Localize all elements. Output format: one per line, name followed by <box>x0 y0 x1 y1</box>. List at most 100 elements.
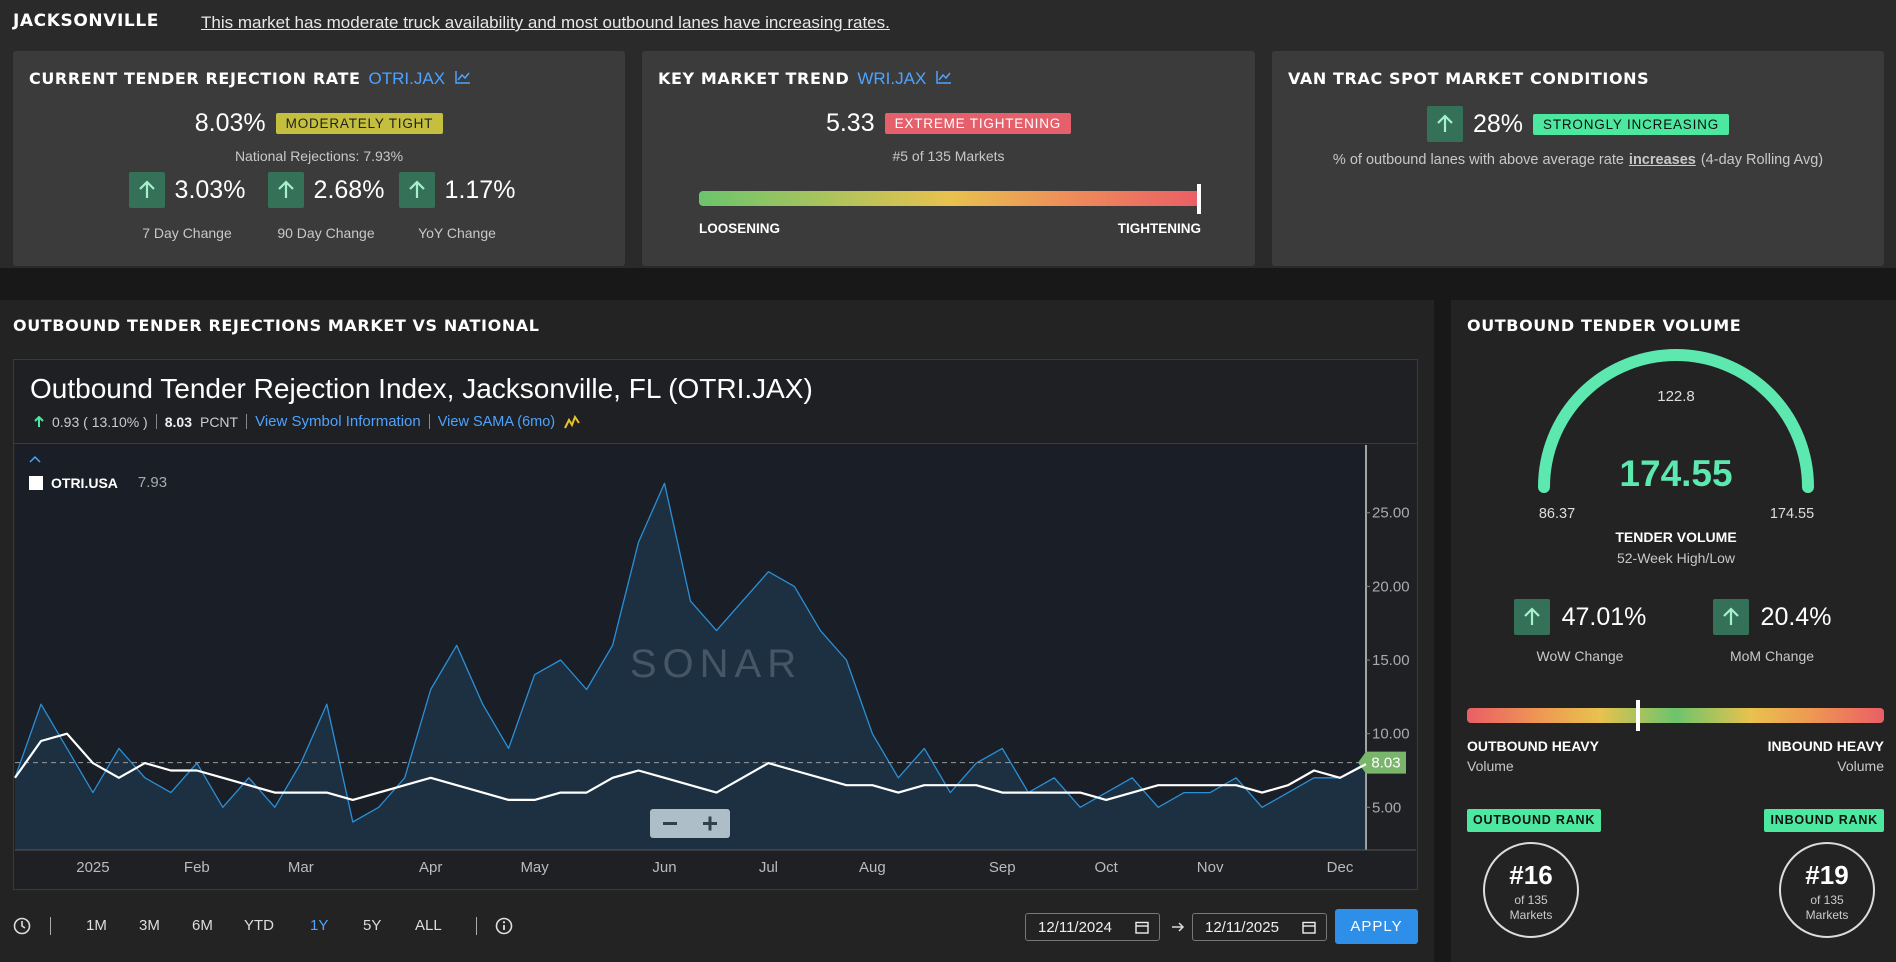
description: % of outbound lanes with above average r… <box>1272 152 1884 168</box>
change-value: 20.4% <box>1760 602 1832 631</box>
value: 28% <box>1472 109 1524 138</box>
change: 3.03% 7 Day Change <box>102 172 272 241</box>
change: 1.17% YoY Change <box>372 172 542 241</box>
symbol-link[interactable]: OTRI.JAX <box>368 69 446 88</box>
national: National Rejections: 7.93% <box>234 148 404 164</box>
legend-label: OTRI.USA <box>51 474 118 491</box>
change-label: 90 Day Change <box>277 225 375 241</box>
card-title: VAN TRAC SPOT MARKET CONDITIONS <box>1288 69 1650 88</box>
panel-title: OUTBOUND TENDER VOLUME <box>1467 316 1742 335</box>
start-date-text: 12/11/2024 <box>1038 919 1112 936</box>
legend-value: 7.93 <box>137 474 168 491</box>
gauge-label: TENDER VOLUME <box>1615 529 1737 545</box>
chart-subline: 0.93 ( 13.10% ) 8.03 PCNT View Symbol Inf… <box>34 413 581 430</box>
zoom-in[interactable] <box>690 809 730 838</box>
unit: PCNT <box>199 413 239 430</box>
change-value: 1.17% <box>444 175 516 204</box>
end-date[interactable]: 12/11/2025 <box>1192 913 1327 941</box>
gauge-max: 174.55 <box>1769 506 1815 522</box>
clock-icon[interactable] <box>13 917 31 935</box>
range-button[interactable]: 6M <box>192 917 213 934</box>
trend-marker <box>1197 184 1201 214</box>
balance-left-sub: Volume <box>1467 758 1514 774</box>
rank-circle: #16 of 135 Markets <box>1483 842 1579 938</box>
card-title: KEY MARKET TREND WRI.JAX <box>658 69 952 89</box>
national-row: National Rejections: 7.93% <box>13 148 625 164</box>
badge: EXTREME TIGHTENING <box>884 112 1072 134</box>
rank-badge: INBOUND RANK <box>1764 809 1884 832</box>
end-date-text: 12/11/2025 <box>1205 919 1279 936</box>
legend-collapse[interactable] <box>29 455 41 463</box>
high-label: TIGHTENING <box>1117 221 1201 236</box>
gauge-value: 174.55 <box>1619 453 1733 494</box>
price: 8.03 <box>164 413 192 430</box>
watermark: SONAR <box>629 642 803 686</box>
legend: OTRI.USA 7.93 <box>29 474 167 491</box>
change: 2.68% 90 Day Change <box>241 172 411 241</box>
start-date[interactable]: 12/11/2024 <box>1025 913 1160 941</box>
gauge-mid: 122.8 <box>1657 388 1695 405</box>
market-summary: This market has moderate truck availabil… <box>201 13 890 32</box>
value: 5.33 <box>825 108 875 137</box>
rank-row: #5 of 135 Markets <box>642 148 1255 164</box>
card-title: CURRENT TENDER REJECTION RATE OTRI.JAX <box>29 69 471 89</box>
value-row: 5.33 EXTREME TIGHTENING <box>642 106 1255 140</box>
value: 8.03% <box>194 108 266 137</box>
low-label: LOOSENING <box>699 221 781 236</box>
gauge-sublabel: 52-Week High/Low <box>1616 550 1736 566</box>
panel-title: OUTBOUND TENDER REJECTIONS MARKET VS NAT… <box>13 316 540 335</box>
range-button[interactable]: 1Y <box>310 917 329 934</box>
symbol-link[interactable]: WRI.JAX <box>857 69 927 88</box>
legend-swatch <box>29 475 43 490</box>
description-text: % of outbound lanes with above average r… <box>1332 152 1624 168</box>
range-button[interactable]: 1M <box>86 917 107 934</box>
change-value: 3.03% <box>174 175 246 204</box>
change-value: 2.68% <box>313 175 385 204</box>
change: 47.01% WoW Change <box>1495 599 1665 664</box>
change-label: YoY Change <box>418 225 496 241</box>
zoom-out[interactable] <box>650 809 690 838</box>
value-row: 8.03% MODERATELY TIGHT <box>13 106 625 140</box>
change-label: MoM Change <box>1729 648 1815 664</box>
rank-of: of 135 Markets <box>1509 893 1553 922</box>
zoom-controls <box>650 809 730 838</box>
emphasis: increases <box>1628 152 1696 168</box>
rejection-card: CURRENT TENDER REJECTION RATE OTRI.JAX 8.… <box>13 51 625 266</box>
chart-divider <box>14 443 1417 444</box>
value-row: 28% STRONGLY INCREASING <box>1272 106 1884 142</box>
rank-circle: #19 of 135 Markets <box>1779 842 1875 938</box>
change-label: WoW Change <box>1536 648 1624 664</box>
range-button[interactable]: YTD <box>244 917 274 934</box>
info-icon[interactable] <box>495 917 513 935</box>
gauge-min: 86.37 <box>1538 506 1576 522</box>
chart-icon[interactable] <box>936 70 952 84</box>
title-text: KEY MARKET TREND <box>658 69 850 88</box>
rank: #5 of 135 Markets <box>892 148 1005 164</box>
market-name: JACKSONVILLE <box>13 11 160 31</box>
change: 20.4% MoM Change <box>1687 599 1857 664</box>
rank-value: #16 <box>1509 860 1553 890</box>
van-card: VAN TRAC SPOT MARKET CONDITIONS 28% STRO… <box>1272 51 1884 266</box>
rank-of: of 135 Markets <box>1805 893 1849 922</box>
range-button[interactable]: 5Y <box>363 917 382 934</box>
badge: STRONGLY INCREASING <box>1533 113 1730 135</box>
range-button[interactable]: ALL <box>415 917 442 934</box>
separator <box>50 917 51 935</box>
chart-icon[interactable] <box>455 70 471 84</box>
balance-right: INBOUND HEAVY <box>1767 738 1884 754</box>
sama-link[interactable]: View SAMA (6mo) <box>437 413 556 430</box>
sama-icon[interactable] <box>563 414 581 430</box>
separator <box>476 917 477 935</box>
balance-bar <box>1467 708 1884 723</box>
symbol-info-link[interactable]: View Symbol Information <box>255 413 421 430</box>
note: (4-day Rolling Avg) <box>1700 152 1824 168</box>
change: 0.93 ( 13.10% ) <box>52 413 148 430</box>
rank-badge: OUTBOUND RANK <box>1467 809 1602 832</box>
trend-bar <box>699 191 1201 206</box>
date-arrow <box>1172 922 1185 932</box>
apply-button[interactable]: APPLY <box>1335 909 1418 944</box>
range-button[interactable]: 3M <box>139 917 160 934</box>
change-label: 7 Day Change <box>142 225 232 241</box>
balance-marker <box>1636 700 1640 731</box>
chart-title: Outbound Tender Rejection Index, Jackson… <box>30 373 813 404</box>
